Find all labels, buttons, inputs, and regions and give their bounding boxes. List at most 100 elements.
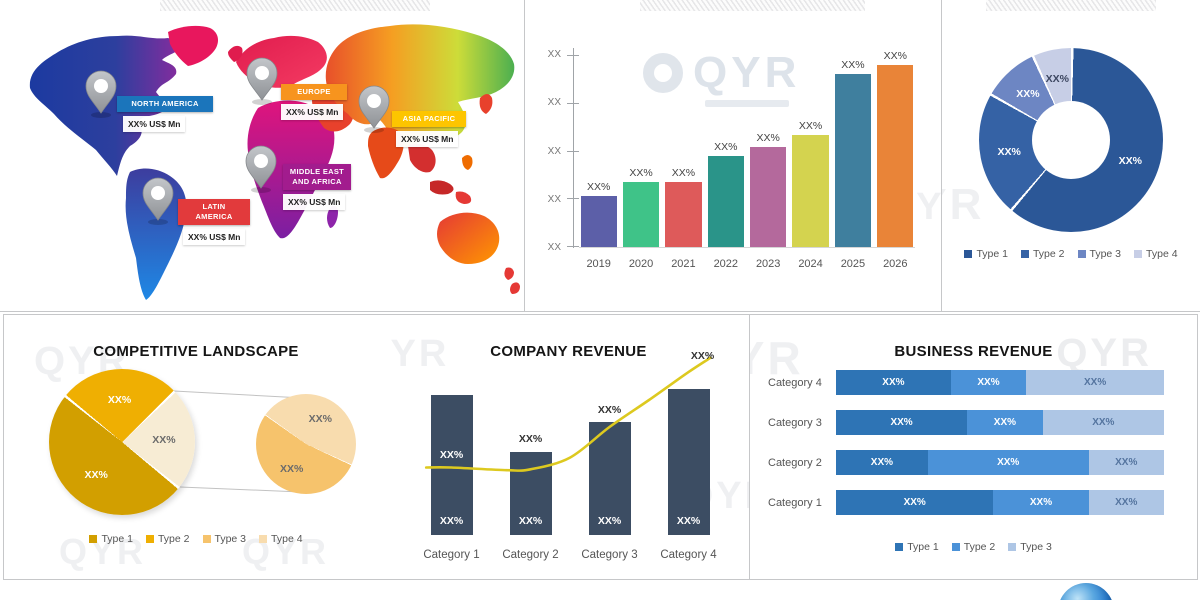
segment-value-label: XX%	[1083, 377, 1107, 388]
row-category-label: Category 1	[768, 496, 822, 509]
segment-value-label: XX%	[1092, 417, 1115, 428]
x-axis-label: Category 1	[423, 549, 480, 561]
row-category-label: Category 3	[768, 416, 822, 429]
map-region-label-latin-america: LATIN AMERICA XX% US$ Mn	[178, 199, 250, 246]
bar-value-label: XX%	[756, 131, 780, 144]
x-axis-label: 2020	[628, 258, 654, 270]
legend-swatch	[1077, 250, 1086, 258]
bar	[580, 195, 617, 247]
stacked-bar-segment: XX%	[927, 450, 1089, 475]
bar-value-label: XX%	[714, 141, 738, 154]
bar	[834, 73, 872, 247]
stacked-bar-segment: XX%	[1026, 370, 1164, 395]
legend-item: Type 1	[895, 541, 939, 553]
segment-value-label: XX%	[870, 457, 894, 468]
stacked-bar-segment: XX%	[1042, 410, 1164, 435]
stacked-bar-row: Category 4 XX% XX% XX%	[768, 370, 1164, 395]
region-value: XX% US$ Mn	[283, 194, 346, 211]
x-axis-label: 2022	[713, 258, 739, 270]
segment-value-label: XX%	[993, 417, 1017, 428]
region-value: XX% US$ Mn	[281, 104, 344, 121]
x-axis-label: 2026	[883, 258, 908, 270]
location-pin-icon	[142, 177, 174, 225]
map-region-label-north-america: NORTH AMERICA XX% US$ Mn	[117, 96, 213, 133]
stacked-bar-track: XX% XX% XX%	[836, 410, 1164, 435]
legend-item: Type 4	[259, 533, 303, 545]
y-axis-tick-label: XX	[547, 145, 561, 157]
legend-swatch	[951, 543, 960, 551]
map-region-label-europe: EUROPE XX% US$ Mn	[281, 84, 347, 121]
region-value: XX% US$ Mn	[123, 116, 186, 133]
globe-logo	[1058, 583, 1114, 600]
bar-slot: XX% 2024	[791, 50, 830, 270]
legend-swatch	[202, 535, 211, 543]
panel-company-revenue: QYR QYR COMPANY REVENUE XX%Category 1XX%…	[388, 314, 750, 580]
region-name: MIDDLE EAST AND AFRICA	[283, 164, 351, 191]
legend-label: Type 2	[1032, 248, 1065, 260]
clipped-title-strip	[160, 0, 430, 11]
bar: XX%	[588, 421, 631, 535]
legend-label: Type 2	[963, 541, 996, 553]
segment-value-label: XX%	[882, 377, 905, 388]
map-pins	[85, 57, 390, 225]
bar-slot: XX% 2025	[833, 50, 872, 270]
bar-slot: XX% 2022	[706, 50, 745, 270]
y-axis-tickmark	[567, 55, 579, 56]
region-name: ASIA PACIFIC	[392, 111, 466, 128]
business-revenue-legend: Type 1 Type 2 Type 3	[750, 541, 1197, 553]
continent-australia	[437, 212, 520, 294]
bar-value-label: XX%	[671, 167, 696, 179]
bar-value-label: XX%	[798, 119, 823, 132]
stacked-bar-segment: XX%	[836, 370, 951, 395]
y-axis-tickmark	[567, 102, 579, 104]
legend-item: Type 1	[89, 533, 133, 545]
bar-slot: XX% Category 3	[570, 355, 649, 561]
revenue-trend-line	[424, 356, 712, 472]
stacked-bar-segment: XX%	[836, 490, 994, 515]
continent-north-america	[29, 35, 187, 176]
x-axis-label: Category 2	[502, 549, 559, 561]
x-axis-label: Category 3	[581, 549, 638, 561]
donut-chart	[979, 48, 1163, 232]
x-axis-label: 2019	[586, 258, 611, 270]
bar	[707, 156, 744, 247]
value-label: XX%	[518, 433, 543, 445]
bar-slot: XX% 2020	[621, 50, 660, 270]
pie-connector-lines	[173, 390, 304, 493]
bar-slot: XX% 2026	[876, 50, 915, 270]
bar-slot: XX% Category 1	[412, 355, 491, 561]
stacked-bar-row: Category 2 XX% XX% XX%	[768, 450, 1164, 475]
panel-regional-market-map: NORTH AMERICA XX% US$ Mn EUROPE XX% US$ …	[0, 0, 525, 312]
stacked-bar-segment: XX%	[1088, 490, 1164, 515]
row-category-label: Category 2	[768, 456, 822, 469]
legend-label: Type 2	[157, 533, 190, 545]
location-pin-icon	[246, 57, 278, 105]
region-value: XX% US$ Mn	[183, 229, 246, 246]
bar: XX%	[667, 389, 710, 535]
segment-value-label: XX%	[903, 497, 926, 508]
year-chart-yaxis-labels: XX XX XX XX XX	[535, 49, 561, 253]
bar-value-label: XX%	[841, 58, 865, 71]
map-region-label-asia-pacific: ASIA PACIFIC XX% US$ Mn	[392, 111, 466, 148]
competitive-landscape-title: COMPETITIVE LANDSCAPE	[93, 343, 299, 361]
bar	[750, 146, 787, 247]
map-region-label-middle-east-africa: MIDDLE EAST AND AFRICA XX% US$ Mn	[283, 164, 351, 211]
business-revenue-rows: Category 4 XX% XX% XX% Category 3 XX% XX% XX% Ca…	[768, 370, 1164, 530]
stacked-bar-track: XX% XX% XX%	[836, 450, 1164, 475]
legend-label: Type 4	[1146, 248, 1178, 260]
donut-legend: Type 1 Type 2 Type 3 Type 4	[942, 248, 1200, 260]
competitive-legend: Type 1 Type 2 Type 3 Type 4	[4, 533, 388, 545]
legend-item: Type 3	[1077, 248, 1121, 260]
stacked-bar-segment: XX%	[967, 410, 1043, 435]
stacked-bar-segment: XX%	[993, 490, 1089, 515]
legend-item: Type 2	[951, 541, 996, 553]
legend-label: Type 1	[907, 541, 939, 553]
x-axis-label: 2025	[840, 258, 866, 270]
continent-europe	[228, 35, 327, 88]
year-chart-tickmarks	[567, 55, 579, 247]
legend-item: Type 2	[1020, 248, 1065, 260]
bar-value-label: XX%	[629, 167, 653, 179]
row-category-label: Category 4	[768, 376, 822, 389]
